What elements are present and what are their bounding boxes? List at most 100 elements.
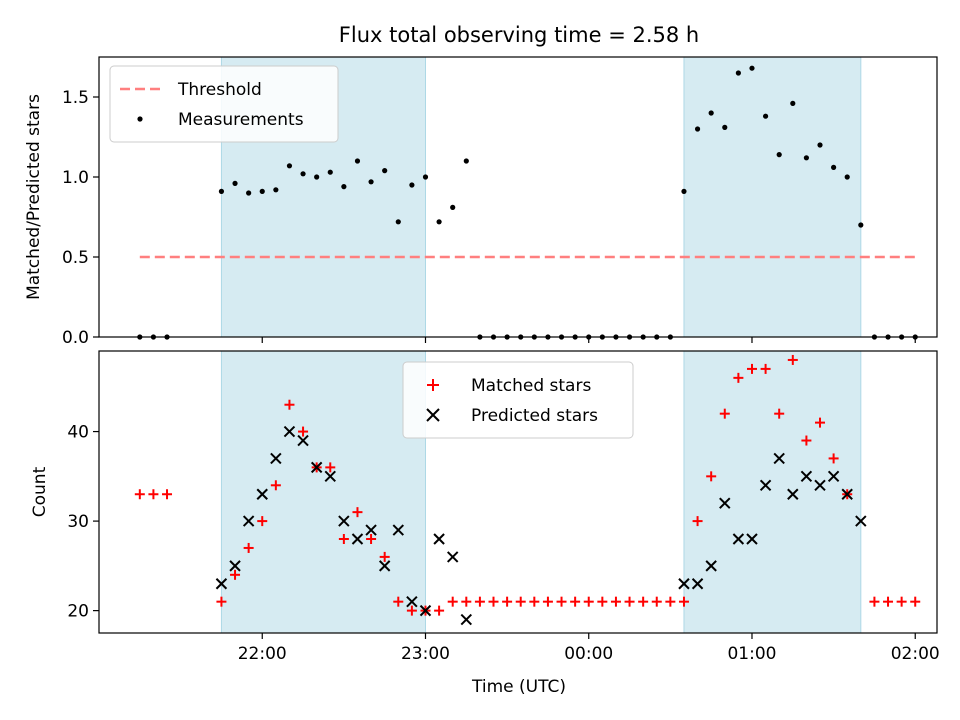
- measurement-point: [327, 169, 333, 175]
- matched-star-point: [665, 596, 676, 607]
- matched-star-point: [366, 534, 377, 544]
- predicted-star-point: [419, 604, 432, 617]
- measurement-point: [422, 174, 429, 180]
- bottom-panel: 20 30 40 22:00 23:00 00:00 01:00 02:00 Matched s…: [67, 350, 940, 664]
- legend-box: [109, 65, 339, 143]
- matched-star-point: [134, 489, 145, 500]
- measurement-point: [395, 219, 401, 225]
- predicted-star-point: [338, 515, 350, 527]
- matched-star-point: [556, 596, 567, 607]
- x-tick-label: 00:00: [564, 644, 613, 664]
- predicted-star-point: [433, 533, 445, 545]
- measurement-point: [463, 158, 469, 164]
- measurement-point: [436, 219, 442, 225]
- matched-star-point: [583, 596, 594, 607]
- measurement-point: [790, 100, 796, 106]
- predicted-star-point: [297, 434, 309, 447]
- matched-star-point: [406, 605, 417, 616]
- matched-star-point: [434, 605, 445, 616]
- measurement-point: [858, 222, 864, 228]
- matched-star-point: [474, 596, 485, 607]
- matched-star-point: [692, 516, 703, 527]
- matched-star-point: [733, 372, 744, 383]
- measurement-point: [246, 190, 252, 196]
- measurement-point: [341, 184, 347, 190]
- predicted-star-point: [310, 461, 323, 474]
- measurement-point: [844, 174, 850, 180]
- matched-star-point: [774, 408, 785, 419]
- matched-star-point: [529, 596, 540, 607]
- predicted-star-point: [406, 595, 418, 608]
- measurement-point: [409, 182, 415, 188]
- measurement-point: [300, 171, 306, 177]
- y-tick-label: 20: [67, 602, 89, 622]
- measurement-point: [354, 158, 361, 164]
- legend-label: Threshold: [177, 80, 262, 100]
- measurement-point: [368, 179, 374, 185]
- matched-star-point: [379, 551, 390, 562]
- measurement-point: [273, 187, 279, 193]
- predicted-star-point: [446, 551, 459, 563]
- matched-star-point: [570, 596, 581, 607]
- matched-star-point: [216, 596, 227, 607]
- top-y-axis-label: Matched/Predicted stars: [24, 94, 44, 300]
- matched-star-point: [787, 354, 798, 365]
- shaded-window-1: [220, 350, 426, 634]
- measurement-point: [831, 164, 837, 170]
- predicted-star-point: [378, 560, 391, 572]
- matched-star-point: [869, 596, 880, 607]
- chart-title: Flux total observing time = 2.58 h: [339, 23, 699, 47]
- measurement-point: [817, 142, 823, 148]
- predicted-star-point: [392, 524, 404, 536]
- measurement-point: [776, 152, 782, 158]
- predicted-star-point: [759, 479, 772, 491]
- y-tick-label: 1.5: [62, 88, 89, 108]
- measurement-point: [218, 188, 225, 194]
- matched-star-point: [542, 596, 553, 607]
- matched-star-point: [828, 453, 839, 464]
- measurement-point: [803, 155, 810, 161]
- y-tick-label: 0.0: [62, 328, 89, 348]
- x-axis-label: Time (UTC): [471, 677, 566, 697]
- matched-star-point: [325, 462, 336, 473]
- predicted-star-point: [827, 470, 840, 483]
- predicted-star-point: [256, 488, 268, 500]
- measurement-point: [450, 204, 456, 210]
- legend-entry: Threshold: [120, 80, 262, 100]
- matched-star-point: [746, 363, 757, 374]
- matched-star-point: [270, 480, 281, 491]
- predicted-star-point: [242, 515, 255, 527]
- legend-label: Measurements: [178, 110, 304, 130]
- matched-star-point: [148, 489, 159, 500]
- predicted-star-point: [678, 578, 690, 590]
- predicted-star-point: [814, 479, 826, 491]
- matched-star-point: [896, 596, 907, 607]
- predicted-star-point: [746, 533, 758, 545]
- top-panel: 0.0 0.5 1.0 1.5 Threshold Measurements: [62, 56, 938, 348]
- predicted-star-point: [229, 560, 241, 572]
- matched-star-point: [257, 516, 268, 527]
- x-tick-label: 01:00: [727, 644, 776, 664]
- matched-star-point: [162, 489, 173, 500]
- legend-entry: Measurements: [137, 110, 304, 130]
- bottom-y-axis-label: Count: [30, 466, 50, 517]
- matched-star-point: [910, 596, 921, 607]
- legend-swatch: [426, 408, 440, 422]
- matched-star-point: [638, 596, 649, 607]
- matched-star-point: [284, 399, 295, 410]
- axes-frame: [98, 56, 938, 338]
- predicted-star-point: [283, 425, 296, 438]
- matched-star-point: [801, 435, 812, 446]
- measurement-point: [735, 70, 741, 76]
- matched-star-point: [352, 507, 363, 518]
- matched-star-point: [706, 471, 717, 482]
- matched-star-point: [298, 426, 309, 437]
- matched-star-point: [461, 596, 472, 607]
- legend-swatch: [137, 116, 143, 122]
- measurement-point: [762, 113, 769, 119]
- measurement-point: [314, 174, 320, 180]
- matched-star-point: [597, 596, 608, 607]
- y-tick-label: 30: [67, 512, 89, 532]
- measurement-point: [694, 126, 701, 132]
